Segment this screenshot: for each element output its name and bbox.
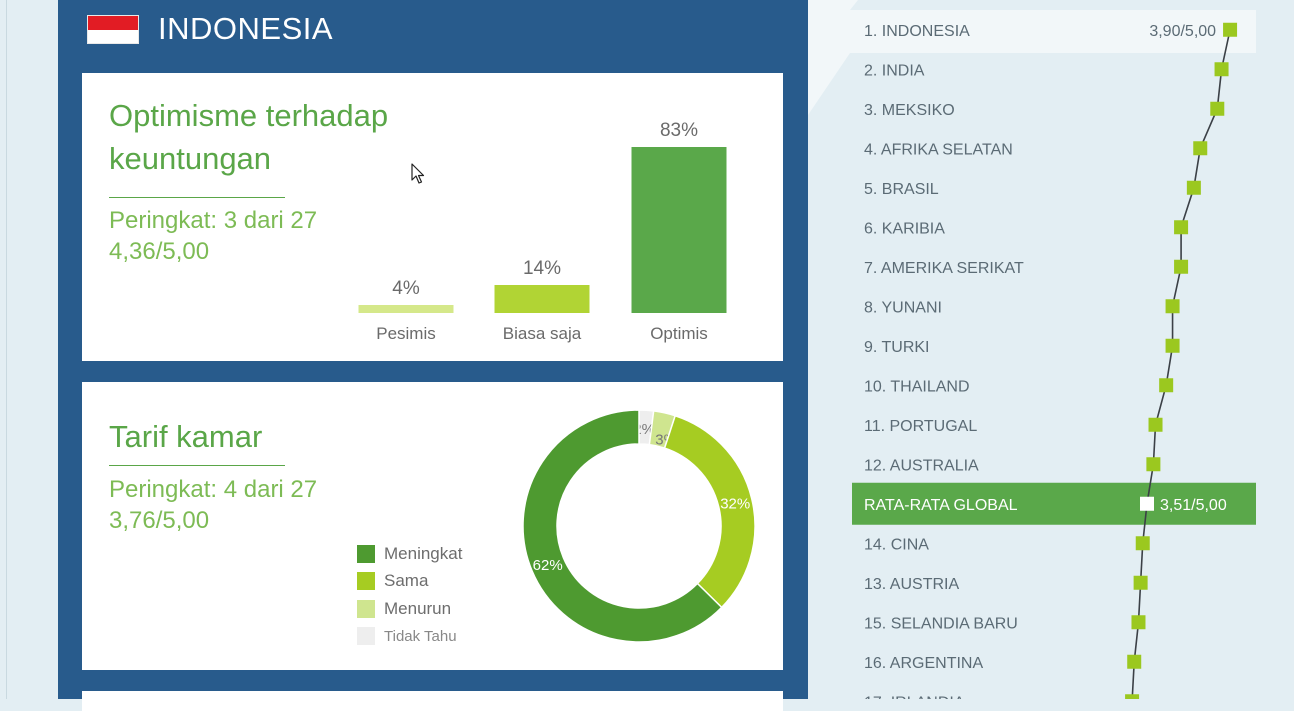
ranking-panel: 1. INDONESIA 3,90/5,00 2. INDIA 3. MEKSIKO 4…	[808, 0, 1294, 699]
ranking-marker	[1135, 536, 1150, 551]
ranking-marker	[1133, 575, 1148, 590]
ranking-country-label: 12. AUSTRALIA	[864, 457, 979, 474]
flag-red-stripe	[88, 16, 138, 30]
bar-category-label: Biasa saja	[503, 324, 582, 343]
ranking-country-label: 17. IRLANDIA	[864, 694, 965, 699]
ranking-country-label: 13. AUSTRIA	[864, 576, 959, 593]
ranking-marker	[1193, 141, 1208, 156]
ranking-country-label: 14. CINA	[864, 536, 929, 553]
donut-value-label: 32%	[720, 496, 750, 513]
ranking-marker	[1186, 180, 1201, 195]
room-rate-rank: Peringkat: 4 dari 27	[109, 476, 318, 503]
global-average-marker	[1140, 496, 1154, 511]
legend-swatch	[357, 599, 375, 618]
bar-value-label: 14%	[523, 258, 561, 279]
indonesia-flag-icon	[87, 15, 139, 44]
country-title: INDONESIA	[158, 11, 334, 46]
profit-title-divider	[109, 197, 285, 198]
room-rate-card: Tarif kamar Peringkat: 4 dari 27 3,76/5,…	[82, 382, 783, 670]
legend-label: Tidak Tahu	[384, 627, 457, 645]
global-average-row	[852, 482, 1256, 525]
ranking-marker	[1174, 220, 1189, 235]
profit-rank: Peringkat: 3 dari 27	[109, 207, 318, 234]
profit-score: 4,36/5,00	[109, 238, 210, 265]
bar-category-label: Optimis	[650, 324, 708, 343]
legend-item: Menurun	[357, 595, 462, 623]
legend-item: Tidak Tahu	[357, 623, 462, 651]
donut-legend: Meningkat Sama Menurun Tidak Tahu	[357, 540, 462, 650]
room-rate-card-title: Tarif kamar	[109, 419, 263, 454]
bar-value-label: 83%	[660, 120, 698, 141]
ranking-country-label: 6. KARIBIA	[864, 220, 945, 237]
ranking-country-label: 11. PORTUGAL	[864, 418, 977, 435]
donut-slice-meningkat	[522, 409, 723, 643]
room-rate-score: 3,76/5,00	[109, 507, 210, 534]
ranking-marker	[1131, 615, 1146, 630]
ranking-country-label: 5. BRASIL	[864, 181, 939, 198]
legend-swatch	[357, 627, 375, 646]
ranking-marker	[1148, 417, 1163, 432]
legend-label: Meningkat	[384, 543, 463, 563]
ranking-chart: 1. INDONESIA 3,90/5,00 2. INDIA 3. MEKSIKO 4…	[808, 0, 1256, 699]
ranking-marker	[1146, 457, 1161, 472]
ranking-marker	[1210, 101, 1225, 116]
margin-line	[6, 0, 7, 699]
ranking-marker	[1165, 299, 1180, 314]
ranking-marker	[1159, 378, 1174, 393]
profit-bar-chart: 4% Pesimis 14% Biasa saja 83% Optimis	[358, 120, 727, 343]
ranking-country-label: 3. MEKSIKO	[864, 102, 955, 119]
left-margin	[0, 0, 59, 699]
ranking-value-label: 3,51/5,00	[1160, 497, 1227, 514]
ranking-marker	[1214, 62, 1229, 77]
legend-label: Sama	[384, 571, 429, 591]
ranking-marker	[1127, 654, 1142, 669]
ranking-country-label: 15. SELANDIA BARU	[864, 615, 1018, 632]
legend-item: Meningkat	[357, 540, 462, 568]
ranking-country-label: 9. TURKI	[864, 339, 930, 356]
room-rate-donut-chart: 2%3%32%62%	[522, 409, 756, 643]
legend-swatch	[357, 572, 375, 591]
ranking-marker	[1165, 338, 1180, 353]
bar-value-label: 4%	[392, 278, 420, 299]
legend-item: Sama	[357, 568, 462, 596]
ranking-country-label: 1. INDONESIA	[864, 23, 970, 40]
ranking-marker	[1174, 259, 1189, 274]
top-row-highlight	[808, 0, 1256, 115]
bar-pesimis	[358, 305, 454, 313]
profit-card-title: Optimisme terhadap keuntungan	[109, 98, 389, 176]
legend-swatch	[357, 544, 375, 563]
profit-optimism-card: Optimisme terhadap keuntungan Peringkat:…	[82, 73, 783, 361]
ranking-value-label: 3,90/5,00	[1149, 23, 1216, 40]
ranking-marker	[1223, 22, 1238, 37]
flag-white-stripe	[88, 29, 138, 43]
ranking-country-label: 10. THAILAND	[864, 378, 970, 395]
bar-biasa-saja	[494, 285, 590, 313]
bar-optimis	[631, 147, 727, 313]
legend-label: Menurun	[384, 598, 452, 618]
ranking-country-label: 4. AFRIKA SELATAN	[864, 141, 1013, 158]
ranking-country-label: 2. INDIA	[864, 62, 925, 79]
ranking-marker	[1125, 694, 1140, 699]
ranking-country-label: 8. YUNANI	[864, 299, 942, 316]
ranking-line	[1131, 29, 1231, 699]
ranking-country-label: 7. AMERIKA SERIKAT	[864, 260, 1024, 277]
donut-value-label: 62%	[533, 557, 563, 574]
next-card	[82, 691, 783, 711]
ranking-country-label: 16. ARGENTINA	[864, 655, 983, 672]
room-rate-title-divider	[109, 465, 285, 466]
ranking-country-label: RATA-RATA GLOBAL	[864, 497, 1018, 514]
mouse-cursor-icon	[411, 163, 425, 184]
bar-category-label: Pesimis	[376, 324, 436, 343]
